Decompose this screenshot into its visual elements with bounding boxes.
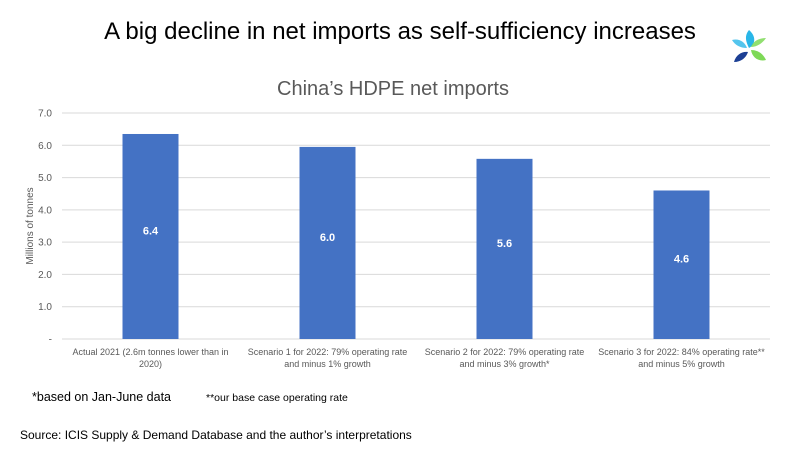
footnote-base-case: **our base case operating rate: [206, 392, 348, 404]
icis-logo-icon: [732, 30, 766, 62]
category-label: Actual 2021 (2.6m tonnes lower than in: [72, 347, 228, 357]
bar: [299, 146, 356, 339]
category-label: and minus 3% growth*: [459, 359, 550, 369]
y-tick-label: -: [49, 335, 52, 346]
y-tick-label: 4.0: [38, 205, 52, 216]
y-axis-label: Millions of tonnes: [25, 187, 36, 264]
footnote-based-on: *based on Jan-June data: [32, 390, 171, 404]
category-label: and minus 5% growth: [638, 359, 725, 369]
y-tick-label: 1.0: [38, 302, 52, 313]
bar: [476, 158, 533, 339]
bars: [122, 133, 710, 339]
source-note: Source: ICIS Supply & Demand Database an…: [20, 428, 412, 442]
data-label: 6.4: [143, 225, 159, 237]
x-axis-categories: Actual 2021 (2.6m tonnes lower than in 20…: [72, 347, 765, 369]
y-tick-label: 7.0: [38, 109, 52, 120]
category-label: and minus 1% growth: [284, 359, 371, 369]
data-label: 5.6: [497, 238, 512, 250]
y-tick-label: 6.0: [38, 141, 52, 152]
bar: [122, 133, 179, 339]
slide-title: A big decline in net imports as self-suf…: [104, 18, 696, 45]
category-label: 2020): [139, 359, 162, 369]
data-labels: 6.4 6.0 5.6 4.6: [143, 225, 689, 265]
y-tick-label: 3.0: [38, 238, 52, 249]
y-tick-label: 5.0: [38, 173, 52, 184]
category-label: Scenario 3 for 2022: 84% operating rate*…: [598, 347, 765, 357]
y-tick-label: 2.0: [38, 270, 52, 281]
category-label: Scenario 2 for 2022: 79% operating rate: [425, 347, 585, 357]
gridlines: [62, 112, 770, 340]
category-label: Scenario 1 for 2022: 79% operating rate: [248, 347, 408, 357]
chart-title: China’s HDPE net imports: [277, 78, 509, 100]
data-label: 6.0: [320, 232, 335, 244]
y-axis-ticks: - 1.0 2.0 3.0 4.0 5.0 6.0 7.0: [38, 109, 52, 346]
data-label: 4.6: [674, 254, 689, 266]
bar: [653, 190, 710, 339]
